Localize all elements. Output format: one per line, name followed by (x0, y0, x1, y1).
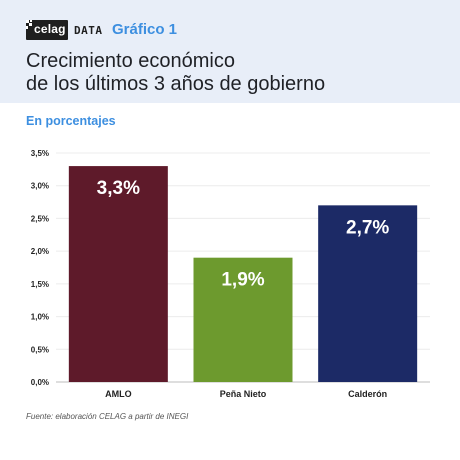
logo-badge: celag (26, 20, 68, 40)
x-tick-label: Peña Nieto (220, 389, 267, 399)
y-tick-label: 1,5% (31, 280, 49, 289)
chart-header: celag DATA Gráfico 1 Crecimiento económi… (0, 0, 460, 103)
source-note: Fuente: elaboración CELAG a partir de IN… (26, 412, 189, 421)
y-tick-label: 3,5% (31, 149, 49, 158)
bar (68, 166, 168, 382)
chart-subtitle: En porcentajes (26, 114, 116, 128)
title-line-2: de los últimos 3 años de gobierno (26, 73, 326, 95)
logo-suffix: DATA (74, 23, 103, 37)
logo-text: celag (34, 22, 66, 36)
y-tick-label: 0,5% (31, 345, 49, 354)
celag-logo: celag DATA (26, 19, 103, 41)
data-label: 1,9% (221, 270, 264, 291)
y-tick-label: 3,0% (31, 182, 49, 191)
x-tick-label: Calderón (348, 389, 387, 399)
chart-number: Gráfico 1 (112, 21, 178, 38)
data-label: 3,3% (97, 178, 140, 199)
y-tick-label: 0,0% (31, 378, 49, 387)
x-tick-label: AMLO (105, 389, 132, 399)
chart-title: Crecimiento económico de los últimos 3 a… (26, 50, 325, 96)
y-tick-label: 2,5% (31, 214, 49, 223)
bar (193, 257, 293, 382)
title-line-1: Crecimiento económico (26, 50, 235, 72)
y-tick-label: 1,0% (31, 313, 49, 322)
y-tick-label: 2,0% (31, 247, 49, 256)
data-label: 2,7% (346, 217, 389, 238)
bar (318, 205, 418, 382)
